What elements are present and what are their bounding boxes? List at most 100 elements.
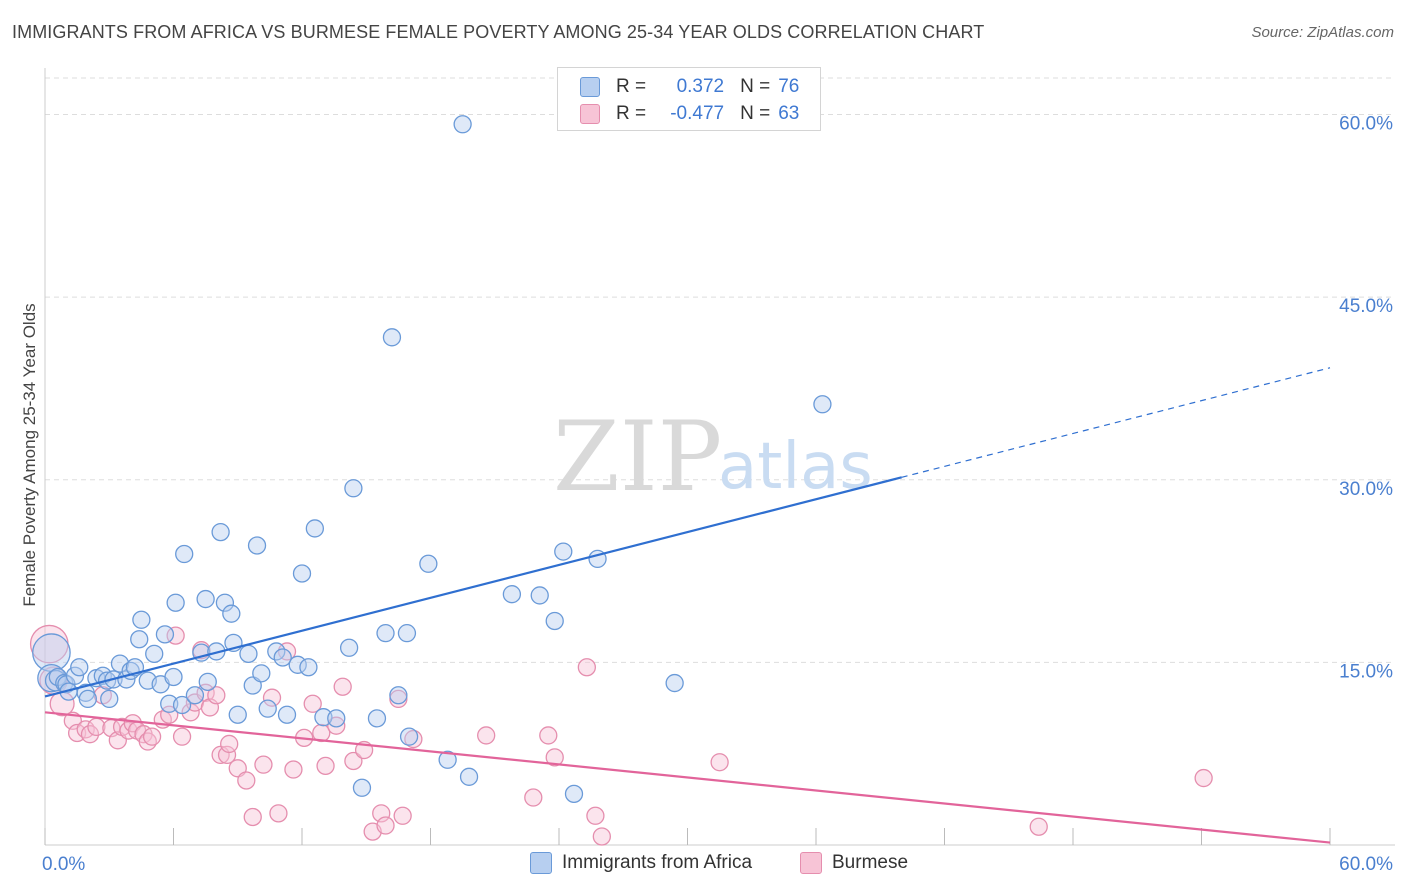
burmese-point: [254, 755, 273, 774]
africa-point: [258, 699, 277, 718]
africa-point: [376, 624, 395, 643]
burmese-point: [243, 807, 262, 827]
africa-point: [198, 672, 217, 692]
burmese-legend-label: Burmese: [832, 852, 909, 873]
burmese-point: [586, 806, 605, 825]
africa-point: [453, 115, 472, 134]
africa-trend-line: [44, 476, 902, 698]
africa-point: [110, 654, 130, 673]
africa-point: [305, 519, 325, 538]
bottom-legend-burmese: Burmese: [800, 852, 908, 874]
n-label: N =: [740, 103, 771, 124]
axis-layer: [44, 68, 1395, 846]
burmese-point: [393, 806, 412, 825]
y-tick-label: 45.0%: [1339, 296, 1393, 317]
africa-point: [247, 536, 267, 555]
africa-point: [288, 655, 307, 674]
burmese-point: [1029, 817, 1048, 836]
n-value: 63: [778, 103, 800, 124]
burmese-point: [577, 658, 596, 677]
africa-point: [339, 638, 359, 657]
tick-labels: 15.0% 30.0% 45.0% 60.0% 0.0% 60.0%: [42, 114, 1393, 875]
africa-points: [32, 115, 832, 804]
burmese-point: [333, 677, 352, 696]
africa-point: [222, 604, 241, 623]
burmese-point: [237, 771, 256, 790]
source-credit: Source: ZipAtlas.com: [1251, 24, 1394, 41]
africa-point: [299, 658, 318, 677]
watermark-zip: ZIP: [553, 401, 722, 513]
burmese-points: [29, 624, 1213, 846]
grid-layer: [45, 77, 1395, 663]
r-label: R =: [616, 76, 647, 97]
africa-point: [172, 695, 192, 715]
africa-point: [215, 593, 235, 612]
africa-point: [292, 564, 312, 583]
africa-trend-extension: [901, 367, 1331, 478]
burmese-point: [220, 734, 239, 754]
africa-point: [65, 666, 85, 685]
correlation-legend: R = 0.372 N = 76 R = -0.477 N = 63: [557, 67, 821, 131]
burmese-point: [539, 726, 558, 745]
burmese-point: [327, 716, 346, 735]
burmese-point: [1194, 768, 1213, 788]
x-tick-label-min: 0.0%: [42, 854, 85, 875]
africa-point: [389, 686, 408, 705]
africa-legend-swatch: [530, 852, 552, 874]
y-tick-label: 30.0%: [1339, 479, 1393, 500]
africa-point: [530, 586, 549, 605]
burmese-point: [710, 753, 729, 772]
africa-point: [502, 585, 522, 604]
burmese-point: [172, 727, 192, 746]
africa-point: [277, 705, 297, 724]
africa-point: [382, 328, 402, 347]
burmese-point: [207, 686, 226, 705]
africa-point: [70, 658, 89, 677]
africa-point: [252, 664, 271, 683]
africa-swatch: [580, 77, 600, 97]
burmese-point: [545, 748, 564, 767]
burmese-point: [376, 816, 395, 835]
x-tick-label-max: 60.0%: [1339, 854, 1393, 875]
africa-point: [211, 522, 230, 542]
burmese-point: [316, 756, 335, 776]
africa-point: [130, 630, 149, 649]
trend-lines: [44, 367, 1331, 844]
legend-row-burmese: R = -0.477 N = 63: [580, 101, 799, 127]
burmese-point: [269, 804, 288, 823]
africa-point: [665, 673, 684, 693]
burmese-point: [217, 745, 237, 765]
y-tick-label: 60.0%: [1339, 114, 1393, 135]
burmese-legend-swatch: [800, 852, 822, 874]
africa-point: [273, 648, 292, 667]
africa-point: [438, 750, 457, 769]
africa-point: [399, 727, 419, 746]
africa-point: [175, 544, 194, 564]
burmese-swatch: [580, 104, 600, 124]
africa-point: [419, 554, 438, 573]
burmese-point: [312, 723, 331, 743]
africa-point: [344, 479, 363, 498]
burmese-point: [80, 725, 100, 744]
africa-point: [352, 778, 372, 797]
africa-point: [196, 589, 215, 609]
africa-point: [132, 610, 151, 629]
r-value: 0.372: [676, 76, 725, 97]
africa-legend-label: Immigrants from Africa: [562, 852, 753, 873]
burmese-point: [262, 688, 282, 707]
africa-point: [166, 593, 185, 612]
africa-point: [564, 784, 584, 804]
burmese-point: [344, 751, 363, 771]
burmese-point: [303, 694, 322, 713]
burmese-point: [592, 827, 611, 846]
africa-point: [164, 667, 183, 687]
watermark: ZIP atlas: [553, 401, 873, 513]
africa-point: [813, 395, 832, 414]
burmese-trend-line: [44, 711, 1331, 844]
y-tick-label: 15.0%: [1339, 661, 1393, 682]
burmese-point: [477, 726, 496, 745]
africa-point: [100, 689, 119, 709]
bottom-legend-africa: Immigrants from Africa: [530, 852, 752, 874]
r-value: -0.477: [670, 103, 725, 124]
